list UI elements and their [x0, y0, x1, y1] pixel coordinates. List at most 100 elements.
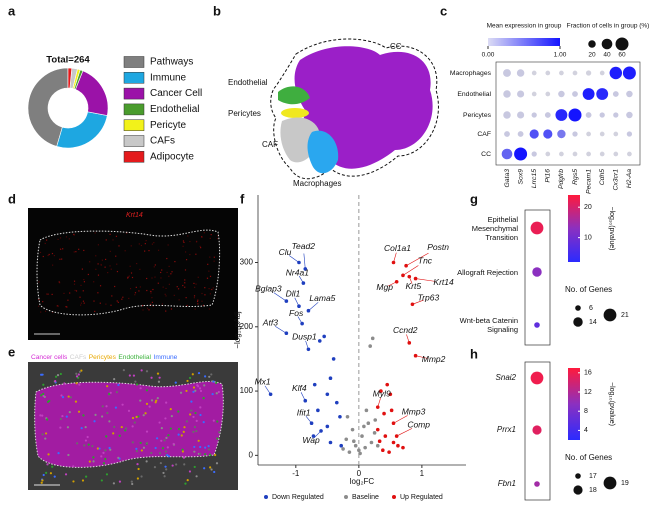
- cell: [148, 405, 151, 408]
- cell: [181, 448, 184, 451]
- cell: [199, 389, 203, 393]
- speckle: [75, 290, 78, 292]
- speckle: [59, 282, 61, 284]
- speckle: [154, 276, 156, 278]
- point: [373, 418, 378, 422]
- point: [303, 267, 308, 271]
- gene-label: Mgp: [376, 282, 393, 292]
- cell: [56, 374, 60, 377]
- speckle: [162, 286, 164, 288]
- cell: [209, 466, 212, 469]
- cell: [136, 463, 139, 466]
- speckle: [208, 308, 210, 310]
- cell: [191, 373, 194, 376]
- dot: [585, 112, 592, 118]
- speckle: [95, 268, 97, 270]
- speckle: [105, 239, 107, 241]
- point: [375, 443, 380, 448]
- legend-label: Pathways: [150, 57, 193, 68]
- speckle: [152, 305, 154, 307]
- size-key-label: 60: [618, 52, 626, 59]
- speckle: [165, 295, 167, 297]
- cell: [121, 403, 124, 406]
- plot-frame: [524, 361, 551, 501]
- cell: [164, 450, 168, 453]
- cell: [156, 372, 160, 375]
- speckle: [184, 279, 186, 281]
- cell: [106, 411, 109, 415]
- speckle: [206, 277, 209, 279]
- color-bar: [568, 368, 580, 440]
- cell: [165, 468, 168, 471]
- speckle: [168, 283, 170, 285]
- cell: [140, 475, 143, 478]
- speckle: [131, 276, 134, 279]
- speckle: [42, 301, 44, 303]
- dot: [613, 112, 619, 118]
- gene-marker: Krt14: [126, 212, 143, 219]
- legend-marker: [344, 495, 348, 499]
- cell: [207, 445, 210, 448]
- point: [338, 414, 342, 419]
- speckle: [197, 303, 199, 305]
- cell: [41, 433, 44, 436]
- size-key: [603, 476, 617, 490]
- legend-label: Baseline: [352, 494, 379, 501]
- cell: [59, 372, 62, 376]
- size-legend-title: No. of Genes: [565, 453, 612, 462]
- speckle: [116, 263, 118, 265]
- point: [297, 304, 301, 309]
- speckle: [209, 237, 211, 240]
- speckle: [56, 305, 58, 307]
- speckle: [210, 234, 212, 236]
- size-key: [615, 37, 629, 51]
- speckle: [208, 287, 210, 290]
- category-label: Allograft Rejection: [457, 267, 518, 277]
- cell: [204, 446, 207, 449]
- speckle: [151, 243, 154, 245]
- cluster-label: Endothelial: [228, 78, 268, 87]
- speckle: [80, 284, 82, 286]
- point: [362, 424, 366, 429]
- color-tick-label: 20: [584, 204, 592, 211]
- cell: [182, 456, 186, 459]
- speckle: [217, 234, 219, 237]
- label-leader: [402, 265, 419, 276]
- panel-letter: g: [470, 191, 478, 206]
- gene-label: Wap: [302, 435, 320, 445]
- cell: [81, 479, 85, 482]
- size-key: [575, 473, 581, 479]
- speckle: [94, 310, 96, 313]
- cell: [195, 429, 198, 433]
- dot: [626, 131, 633, 137]
- cell: [49, 472, 53, 475]
- cell: [105, 473, 109, 476]
- x-category: Sox9: [517, 169, 524, 185]
- speckle: [138, 243, 140, 245]
- cell: [158, 452, 162, 455]
- y-category: CC: [481, 151, 491, 158]
- speckle: [73, 280, 76, 282]
- panel-letter: c: [440, 3, 447, 18]
- cell: [150, 376, 153, 379]
- pie-slice: [56, 111, 108, 149]
- y-tick-label: 100: [240, 386, 254, 395]
- speckle: [145, 240, 147, 242]
- speckle: [166, 257, 168, 260]
- cell: [174, 381, 177, 384]
- cell: [171, 464, 174, 467]
- speckle: [65, 236, 68, 238]
- size-key: [603, 308, 617, 322]
- y-tick-label: 200: [240, 322, 254, 331]
- dot: [529, 129, 539, 139]
- cell: [216, 437, 219, 440]
- cell: [113, 378, 116, 381]
- legend-marker: [392, 495, 396, 499]
- cell: [133, 421, 136, 424]
- dot: [572, 70, 578, 76]
- dot: [531, 91, 537, 97]
- x-tick-label: 0: [357, 469, 362, 478]
- point: [375, 405, 380, 409]
- speckle: [189, 240, 191, 243]
